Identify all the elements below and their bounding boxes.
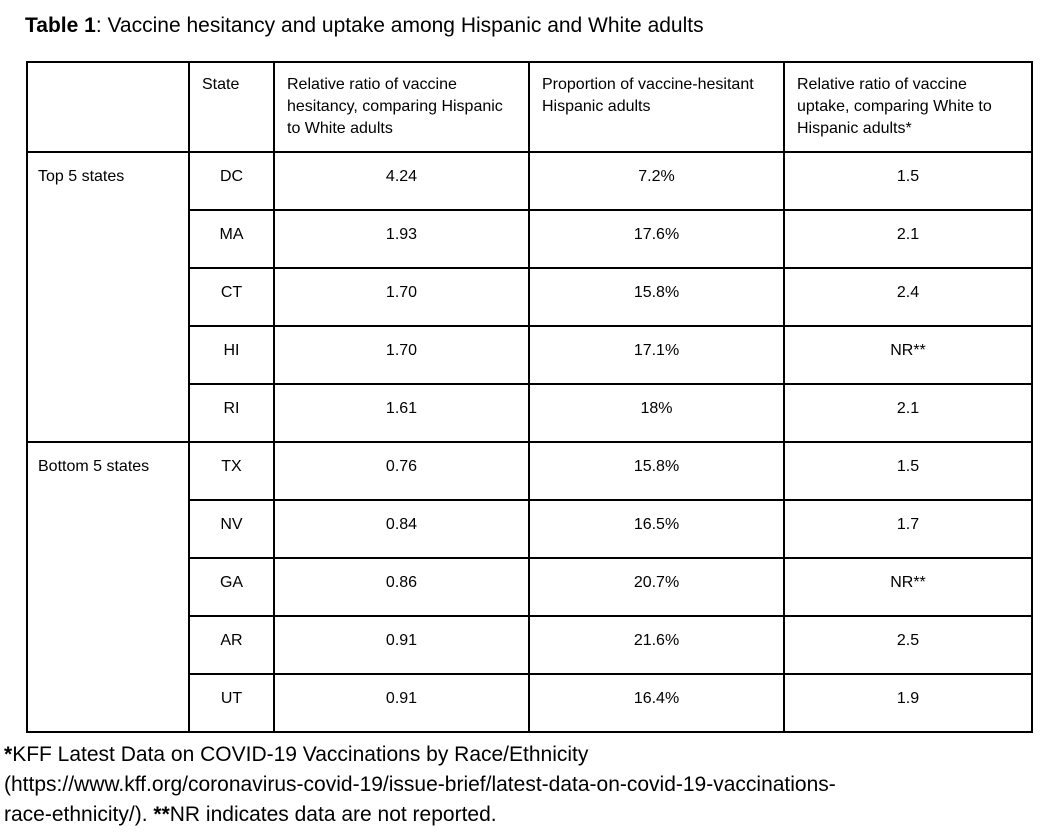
row-group-label: Bottom 5 states xyxy=(26,441,190,733)
state-cell: TX xyxy=(188,441,275,501)
hesitant-proportion-cell: 20.7% xyxy=(528,557,785,617)
state-cell: NV xyxy=(188,499,275,559)
uptake-ratio-cell: 1.7 xyxy=(783,499,1033,559)
page: Table 1: Vaccine hesitancy and uptake am… xyxy=(0,12,1064,840)
hesitant-proportion-cell: 15.8% xyxy=(528,441,785,501)
table-row: Top 5 states DC 4.24 7.2% 1.5 xyxy=(26,151,1033,443)
header-uptake-ratio: Relative ratio of vaccine uptake, compar… xyxy=(783,61,1033,153)
hesitant-proportion-cell: 17.1% xyxy=(528,325,785,385)
state-cell: MA xyxy=(188,209,275,269)
table-row: RI 1.61 18% 2.1 xyxy=(27,383,1033,443)
hesitant-proportion-cell: 18% xyxy=(528,383,785,443)
table-row: CT 1.70 15.8% 2.4 xyxy=(27,267,1033,327)
state-cell: HI xyxy=(188,325,275,385)
state-cell: DC xyxy=(188,151,275,211)
hesitant-proportion-cell: 17.6% xyxy=(528,209,785,269)
header-row: State Relative ratio of vaccine hesitanc… xyxy=(26,61,1033,153)
table-row: UT 0.91 16.4% 1.9 xyxy=(27,673,1033,733)
hesitant-proportion-cell: 7.2% xyxy=(528,151,785,211)
state-cell: RI xyxy=(188,383,275,443)
uptake-ratio-cell: NR** xyxy=(783,557,1033,617)
table-row: AR 0.91 21.6% 2.5 xyxy=(27,615,1033,675)
table-body: Top 5 states DC 4.24 7.2% 1.5 MA 1.93 17.6% 2.1 C… xyxy=(26,151,1033,733)
table-title-text: : Vaccine hesitancy and uptake among His… xyxy=(95,14,704,37)
footnote: *KFF Latest Data on COVID-19 Vaccination… xyxy=(4,740,1064,830)
hesitant-proportion-cell: 16.5% xyxy=(528,499,785,559)
state-cell: GA xyxy=(188,557,275,617)
hesitancy-ratio-cell: 1.70 xyxy=(273,267,530,327)
uptake-ratio-cell: 2.1 xyxy=(783,209,1033,269)
hesitancy-ratio-cell: 0.86 xyxy=(273,557,530,617)
table-row: MA 1.93 17.6% 2.1 xyxy=(27,209,1033,269)
state-cell: AR xyxy=(188,615,275,675)
header-hesitant-proportion: Proportion of vaccine-hesitant Hispanic … xyxy=(528,61,785,153)
hesitancy-ratio-cell: 1.61 xyxy=(273,383,530,443)
uptake-ratio-cell: 2.4 xyxy=(783,267,1033,327)
hesitancy-ratio-cell: 0.91 xyxy=(273,673,530,733)
hesitant-proportion-cell: 16.4% xyxy=(528,673,785,733)
hesitancy-ratio-cell: 0.91 xyxy=(273,615,530,675)
state-cell: CT xyxy=(188,267,275,327)
hesitancy-ratio-cell: 4.24 xyxy=(273,151,530,211)
vaccine-hesitancy-table: State Relative ratio of vaccine hesitanc… xyxy=(26,61,1033,733)
header-hesitancy-ratio: Relative ratio of vaccine hesitancy, com… xyxy=(273,61,530,153)
table-title: Table 1: Vaccine hesitancy and uptake am… xyxy=(25,12,1064,40)
row-group-label: Top 5 states xyxy=(26,151,190,443)
table-title-number: Table 1 xyxy=(25,14,96,37)
uptake-ratio-cell: 1.9 xyxy=(783,673,1033,733)
footnote-line: race-ethnicity/). **NR indicates data ar… xyxy=(4,803,497,826)
table-header: State Relative ratio of vaccine hesitanc… xyxy=(26,61,1033,153)
hesitant-proportion-cell: 21.6% xyxy=(528,615,785,675)
footnote-line: *KFF Latest Data on COVID-19 Vaccination… xyxy=(4,743,589,766)
state-cell: UT xyxy=(188,673,275,733)
table-row: HI 1.70 17.1% NR** xyxy=(27,325,1033,385)
header-state: State xyxy=(188,61,275,153)
hesitancy-ratio-cell: 1.93 xyxy=(273,209,530,269)
uptake-ratio-cell: 2.1 xyxy=(783,383,1033,443)
hesitancy-ratio-cell: 0.76 xyxy=(273,441,530,501)
uptake-ratio-cell: 1.5 xyxy=(783,151,1033,211)
table-row: NV 0.84 16.5% 1.7 xyxy=(27,499,1033,559)
table-row: Bottom 5 states TX 0.76 15.8% 1.5 xyxy=(26,441,1033,733)
uptake-ratio-cell: NR** xyxy=(783,325,1033,385)
hesitancy-ratio-cell: 1.70 xyxy=(273,325,530,385)
footnote-line: (https://www.kff.org/coronavirus-covid-1… xyxy=(4,773,836,796)
table-row: GA 0.86 20.7% NR** xyxy=(27,557,1033,617)
uptake-ratio-cell: 1.5 xyxy=(783,441,1033,501)
hesitant-proportion-cell: 15.8% xyxy=(528,267,785,327)
uptake-ratio-cell: 2.5 xyxy=(783,615,1033,675)
header-group xyxy=(26,61,190,153)
hesitancy-ratio-cell: 0.84 xyxy=(273,499,530,559)
